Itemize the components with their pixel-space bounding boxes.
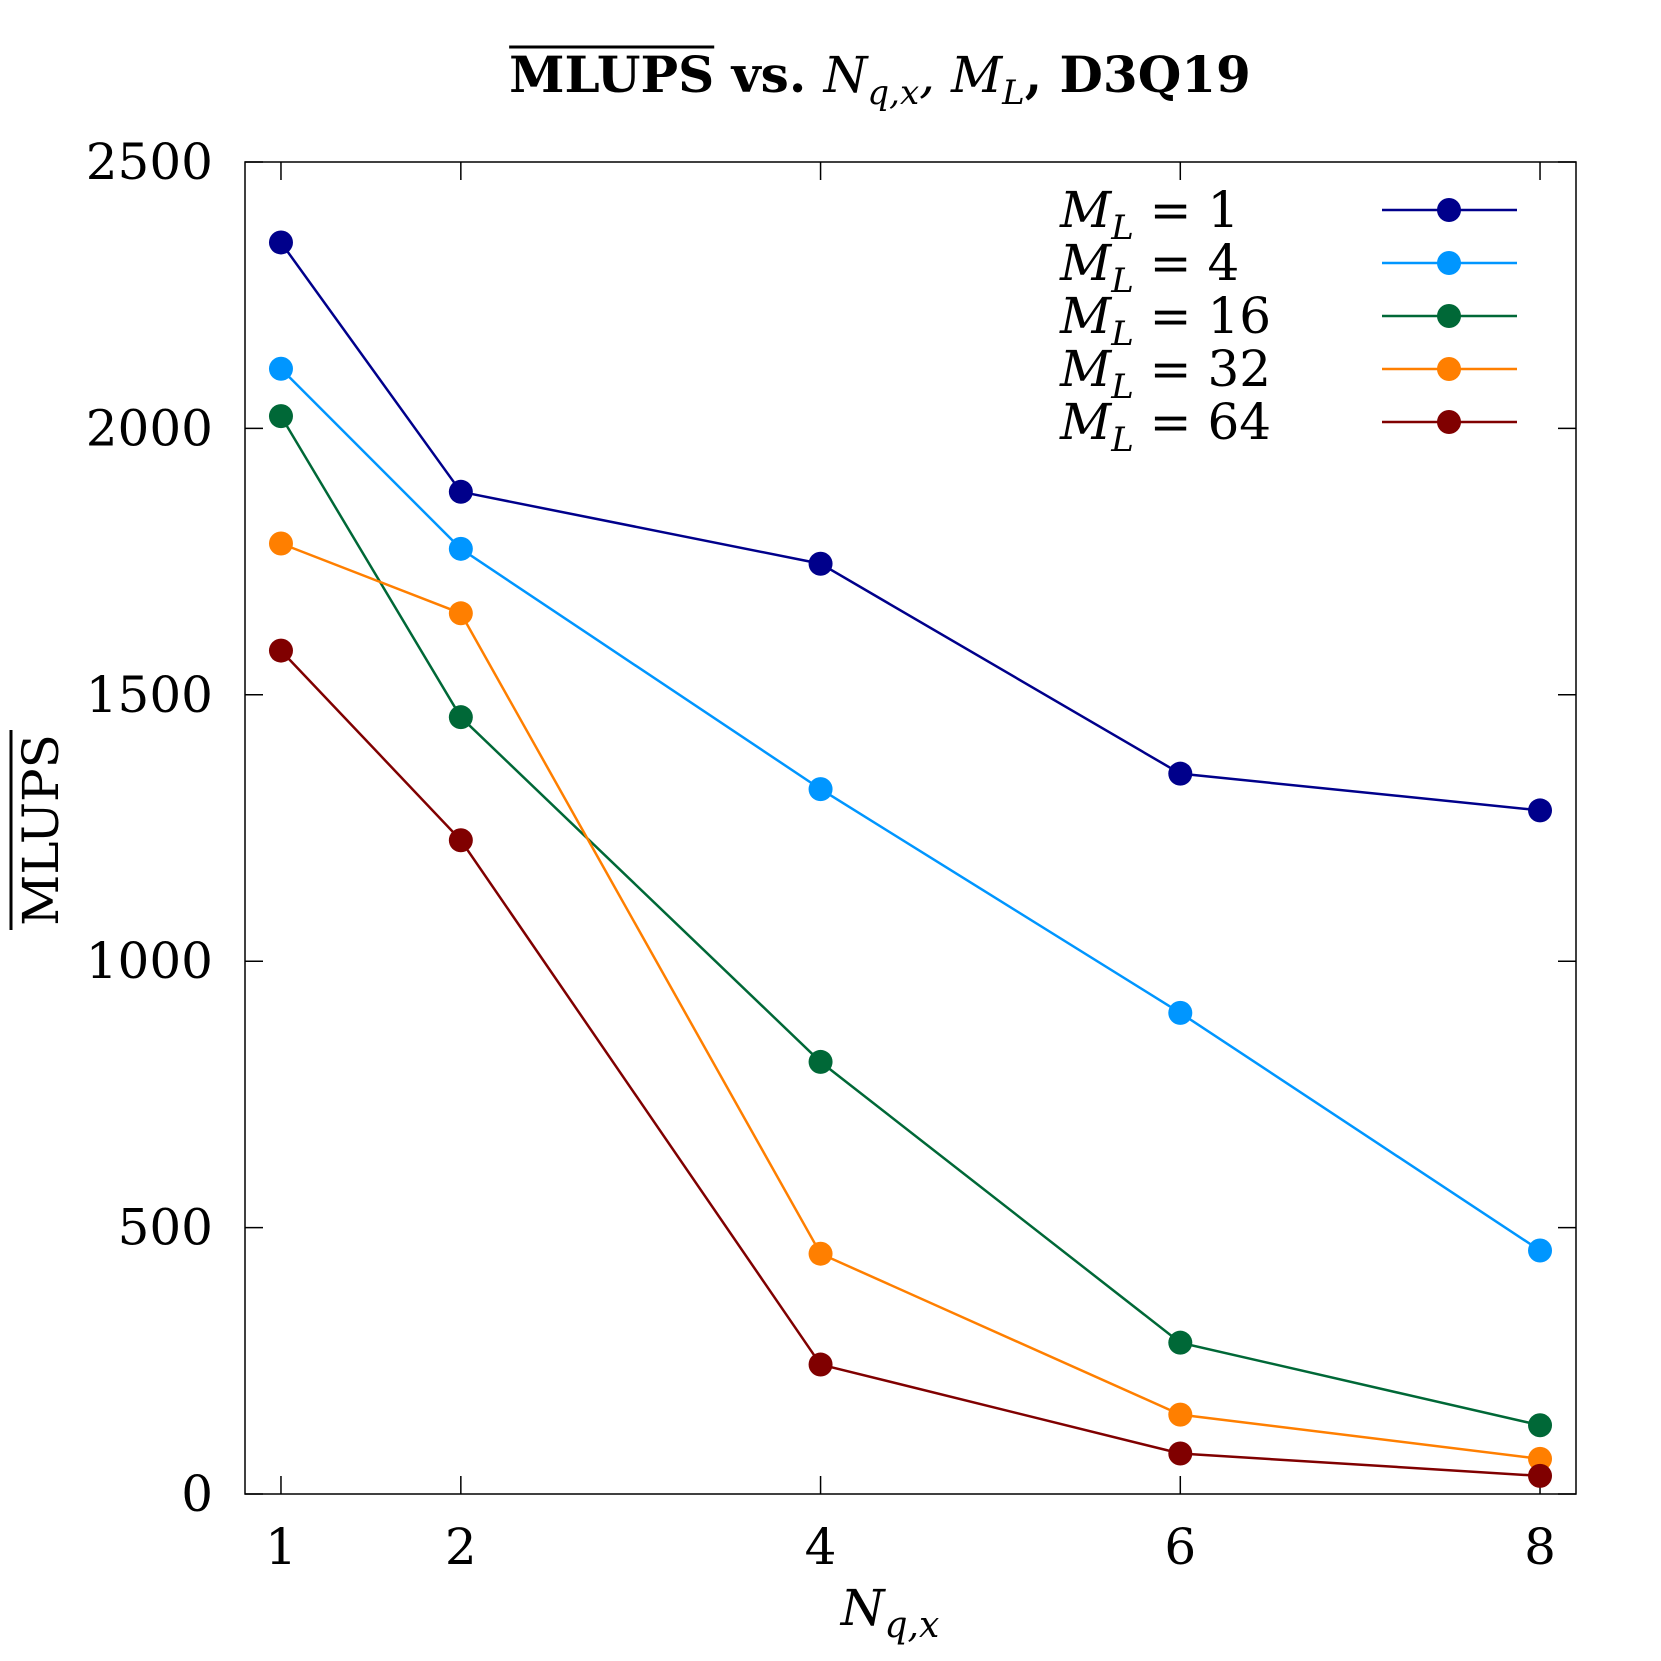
data-point [808,1241,833,1266]
data-point [448,828,473,853]
legend-label: ML = 32 [1059,340,1271,407]
data-point [1168,1402,1193,1427]
x-axis-label: Nq,x [840,1579,940,1646]
data-point [268,531,293,556]
y-tick-label: 0 [181,1465,213,1523]
y-tick-label: 2500 [86,133,213,191]
legend-label: ML = 1 [1059,181,1239,248]
data-point [448,705,473,730]
data-point [1528,1413,1553,1438]
title-var2: M [950,46,1004,104]
legend-marker [1437,251,1461,275]
data-point [1528,798,1553,823]
x-tick-label: 6 [1164,1518,1196,1576]
x-tick-label: 8 [1524,1518,1556,1576]
x-tick-label: 4 [805,1518,837,1576]
series-line [280,649,1541,1478]
data-point [808,777,833,802]
y-tick-label: 500 [118,1199,213,1257]
x-tick-label: 1 [265,1518,297,1576]
data-point [268,230,293,255]
y-tick-label: 1500 [86,666,213,724]
legend-marker [1437,198,1461,222]
title-mlups: MLUPS [509,45,714,104]
y-tick-label: 1000 [86,932,213,990]
legend-label: ML = 4 [1059,234,1239,301]
data-point [808,1352,833,1377]
title-sep: , [919,46,951,104]
plot-frame [244,161,1577,1495]
y-axis-label: MLUPS [12,734,70,926]
data-point [268,638,293,663]
data-point [1168,761,1193,786]
data-point [1528,1446,1553,1471]
data-point [808,551,833,576]
data-point [268,404,293,429]
data-point [1528,1463,1553,1488]
legend-marker [1437,410,1461,434]
data-point [268,356,293,381]
x-tick-label: 2 [445,1518,477,1576]
legend-marker [1437,357,1461,381]
chart-title: MLUPS vs. Nq,x, ML, D3Q19 [509,45,1251,113]
data-point [448,536,473,561]
y-tick-label: 2000 [86,399,213,457]
title-suffix: , D3Q19 [1025,45,1251,104]
title-var2-sub: L [1001,73,1025,113]
data-point [1168,1330,1193,1355]
data-point [1168,1441,1193,1466]
series-line [280,367,1541,1252]
legend-label: ML = 16 [1059,287,1271,354]
data-point [448,479,473,504]
legend-marker [1437,304,1461,328]
title-vs: vs. [714,45,823,104]
title-var1: N [823,46,870,104]
data-point [1528,1238,1553,1263]
data-point [1168,1000,1193,1025]
data-point [808,1049,833,1074]
title-var1-sub: q,x [867,73,919,113]
series-line [280,542,1541,1461]
series-line [279,415,1541,1427]
data-point [448,601,473,626]
legend-label: ML = 64 [1059,393,1271,460]
